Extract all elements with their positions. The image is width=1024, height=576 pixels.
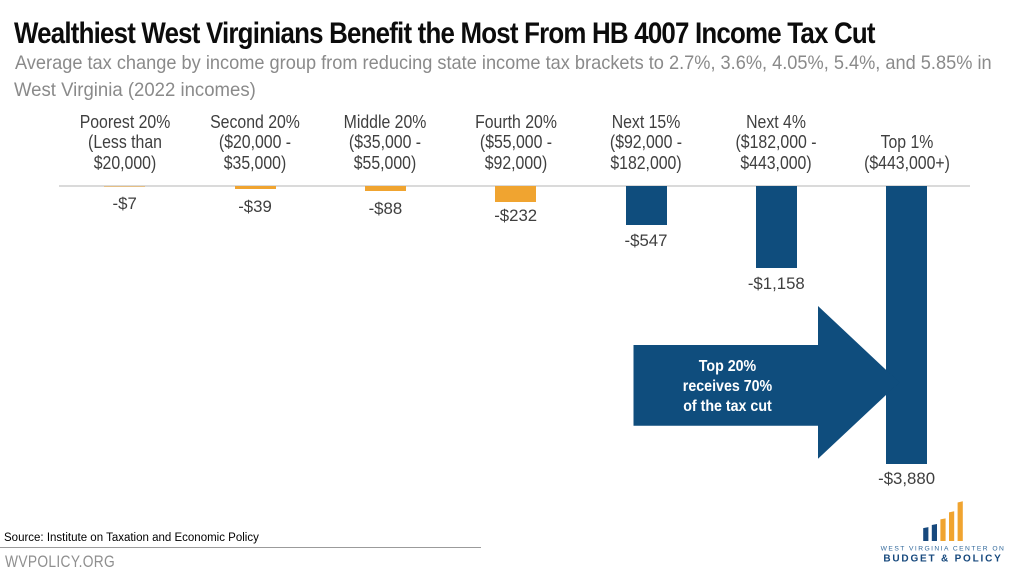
svg-text:WEST VIRGINIA CENTER ON: WEST VIRGINIA CENTER ON [881, 546, 1006, 553]
svg-text:BUDGET & POLICY: BUDGET & POLICY [883, 554, 1002, 565]
